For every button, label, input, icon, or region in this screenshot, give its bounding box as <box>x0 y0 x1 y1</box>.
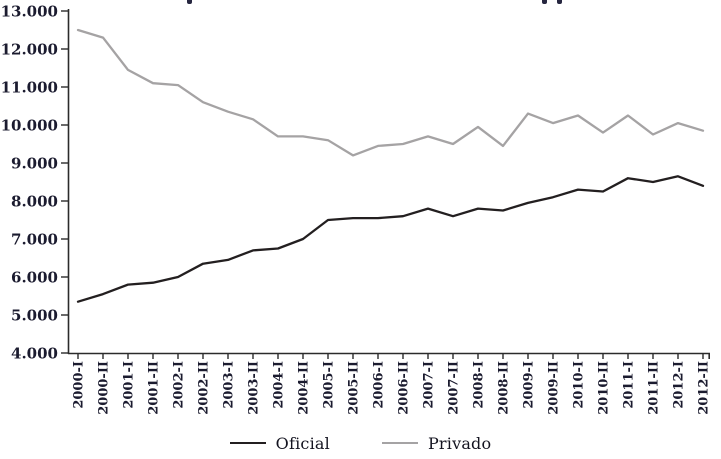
title-descender-mark <box>542 0 547 4</box>
y-tick-label: 5.000 <box>11 307 58 325</box>
series-line-oficial <box>76 175 705 303</box>
legend-line-swatch <box>381 442 418 444</box>
x-tick-label: 2000-II <box>97 361 112 415</box>
cropped-title-fragment <box>0 0 721 5</box>
y-tick-label: 9.000 <box>11 155 58 173</box>
x-tick-label: 2011-II <box>647 361 662 415</box>
x-tick-label: 2006-I <box>372 361 387 409</box>
x-tick-label: 2003-II <box>247 361 262 415</box>
legend-item-privado: Privado <box>381 433 492 453</box>
x-tick-label: 2005-I <box>322 361 337 409</box>
legend-label: Oficial <box>275 433 330 453</box>
y-tick-label: 13.000 <box>1 3 58 21</box>
x-tick-label: 2001-I <box>122 361 137 409</box>
x-tick-label: 2005-II <box>347 361 362 415</box>
y-tick-label: 6.000 <box>11 269 58 287</box>
legend-label: Privado <box>427 433 492 453</box>
x-tick-label: 2012-II <box>697 361 712 415</box>
y-tick-label: 4.000 <box>11 345 58 363</box>
y-tick-label: 10.000 <box>1 117 58 135</box>
x-tick-label: 2006-II <box>397 361 412 415</box>
series-line-privado <box>76 28 705 157</box>
x-tick-label: 2000-I <box>72 361 87 409</box>
x-tick-label: 2008-I <box>472 361 487 409</box>
line-chart: 4.000 5.000 6.000 7.000 8.000 9.000 10.000 11.0… <box>1 3 712 415</box>
y-tick-label: 12.000 <box>1 41 58 59</box>
x-tick-label: 2007-II <box>447 361 462 415</box>
x-tick-label: 2008-II <box>497 361 512 415</box>
x-tick-label: 2010-I <box>572 361 587 409</box>
legend-item-oficial: Oficial <box>229 433 330 453</box>
x-tick-label: 2012-I <box>672 361 687 409</box>
x-tick-label: 2010-II <box>597 361 612 415</box>
x-tick-label: 2009-II <box>547 361 562 415</box>
x-tick-label: 2004-II <box>297 361 312 415</box>
chart-legend: Oficial Privado <box>0 430 721 456</box>
x-tick-label: 2009-I <box>522 361 537 409</box>
title-descender-mark <box>557 0 562 4</box>
y-tick-label: 7.000 <box>11 231 58 249</box>
y-tick-label: 11.000 <box>1 79 58 97</box>
x-tick-label: 2007-I <box>422 361 437 409</box>
title-descender-mark <box>187 0 192 4</box>
y-tick-label: 8.000 <box>11 193 58 211</box>
legend-line-swatch <box>229 442 266 444</box>
x-tick-label: 2002-II <box>197 361 212 415</box>
x-tick-label: 2002-I <box>172 361 187 409</box>
x-tick-label: 2011-I <box>622 361 637 409</box>
x-tick-label: 2001-II <box>147 361 162 415</box>
x-tick-label: 2003-I <box>222 361 237 409</box>
x-tick-label: 2004-I <box>272 361 287 409</box>
